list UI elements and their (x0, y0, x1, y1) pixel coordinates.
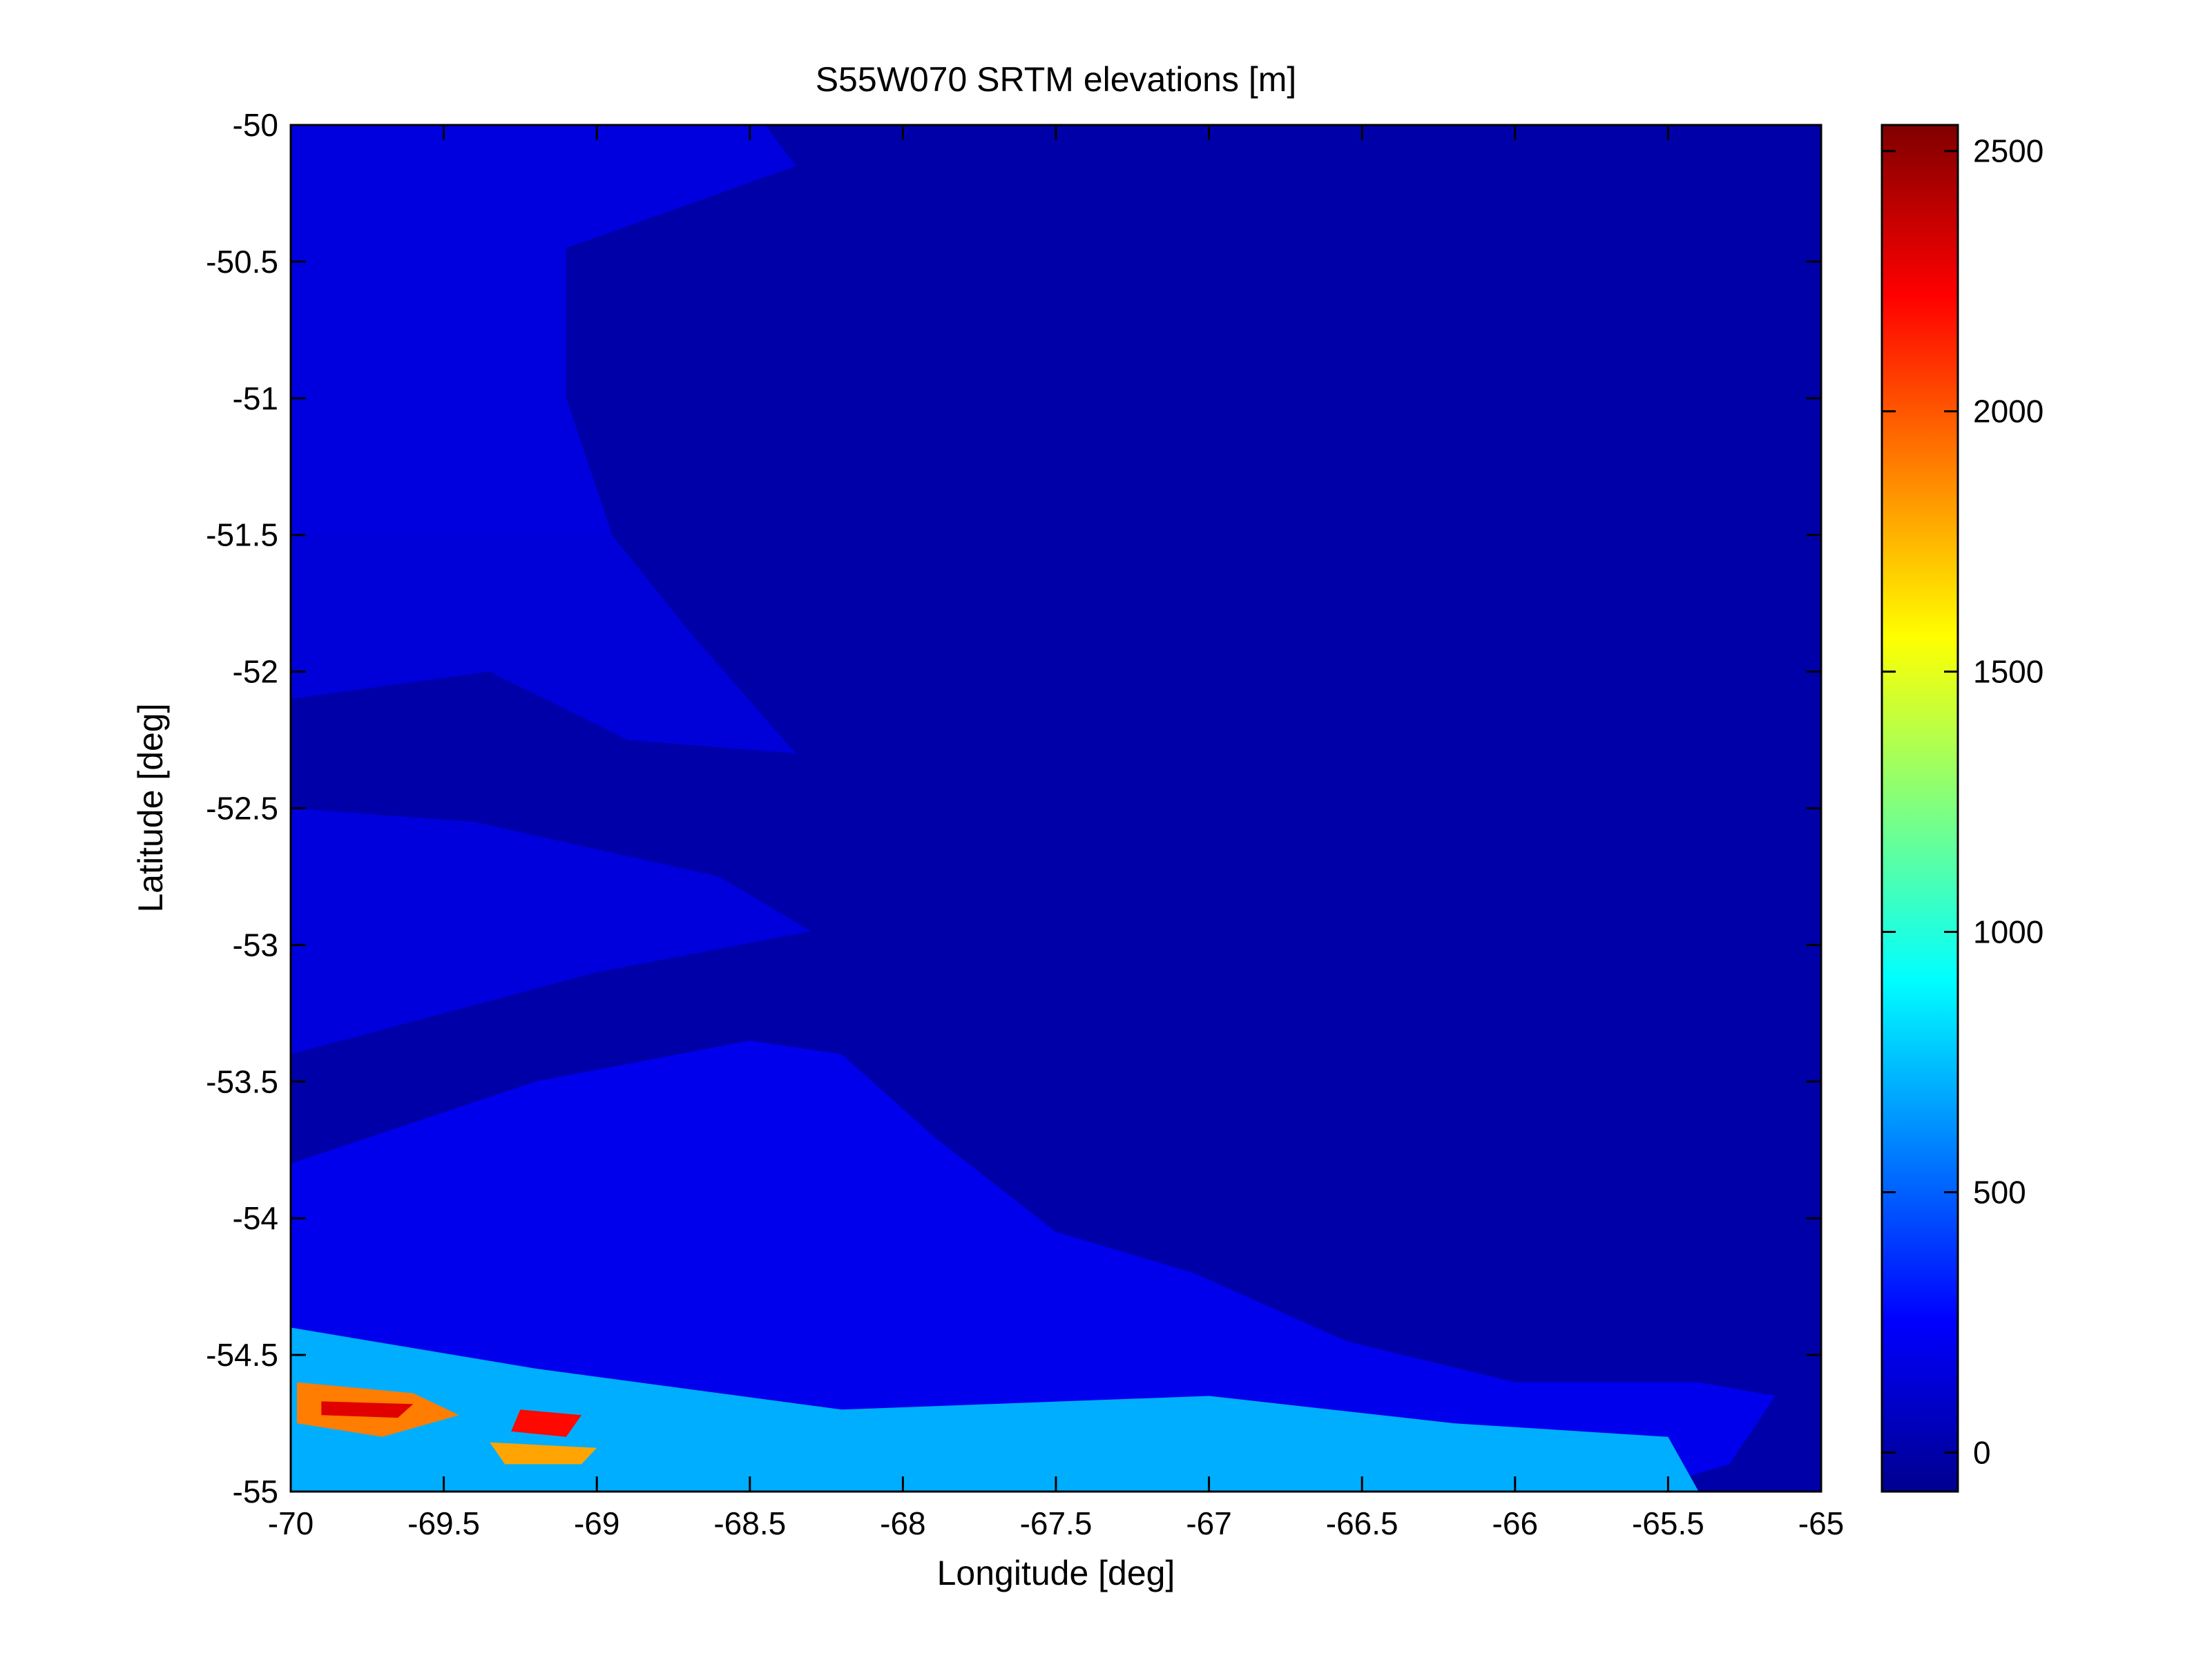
colorbar-tick-label: 0 (1973, 1434, 1991, 1470)
colorbar-tick-label: 1500 (1973, 654, 2043, 690)
heatmap-region-north-coastal-plain (291, 125, 796, 535)
x-tick-label: -68 (880, 1505, 925, 1541)
colorbar-tick-label: 2000 (1973, 394, 2043, 430)
x-tick-label: -68.5 (713, 1505, 786, 1541)
heatmap-region-central-plain (291, 534, 796, 754)
heatmap-plot-area (291, 125, 1821, 1492)
x-axis-label: Longitude [deg] (937, 1554, 1175, 1592)
x-tick-label: -65.5 (1632, 1505, 1704, 1541)
y-tick-label: -54.5 (206, 1337, 278, 1373)
x-tick-label: -70 (268, 1505, 314, 1541)
x-tick-label: -67.5 (1020, 1505, 1093, 1541)
x-tick-label: -65 (1798, 1505, 1844, 1541)
heatmap-region-darwin-range-peaks-4 (490, 1442, 597, 1465)
x-tick-label: -69 (574, 1505, 619, 1541)
colorbar-tick-label: 1000 (1973, 914, 2043, 950)
x-tick-label: -67 (1186, 1505, 1231, 1541)
y-tick-label: -53 (233, 927, 278, 963)
heatmap-region-tierra-del-fuego-lowlands (291, 1040, 1776, 1492)
heatmap-regions (291, 125, 1776, 1492)
colorbar: 0 500 1000 1500 2000 2500 (1881, 124, 2043, 1493)
x-tick-label: -66 (1492, 1505, 1538, 1541)
heatmap-region-southern-plain (291, 808, 811, 1054)
y-tick-label: -52.5 (206, 791, 278, 827)
heatmap-region-darwin-range-peaks-2 (321, 1401, 414, 1418)
y-tick-label: -52 (233, 654, 278, 690)
x-tick-label: -69.5 (407, 1505, 480, 1541)
y-tick-label: -51 (233, 380, 278, 416)
colorbar-tick-label: 500 (1973, 1175, 2026, 1211)
plot-frame (289, 124, 1823, 1493)
heatmap-region-darwin-range-peaks-3 (511, 1409, 581, 1437)
x-axis: -70 -69.5 -69 -68.5 -68 -67.5 -67 -66.5 -66 -65.5… (268, 125, 1844, 1541)
x-tick-label: -66.5 (1326, 1505, 1398, 1541)
colorbar-gradient (1881, 124, 1959, 1493)
y-tick-label: -51.5 (206, 517, 278, 553)
colorbar-tick-label: 2500 (1973, 133, 2043, 169)
chart-title: S55W070 SRTM elevations [m] (816, 60, 1297, 99)
y-tick-label: -50.5 (206, 244, 278, 280)
y-axis: -50 -50.5 -51 -51.5 -52 -52.5 -53 -53.5 -54 -54.5… (206, 107, 1821, 1510)
y-tick-label: -55 (233, 1474, 278, 1510)
heatmap-region-southern-mountains (291, 1327, 1699, 1492)
y-tick-label: -50 (233, 107, 278, 143)
colorbar-ticks: 0 500 1000 1500 2000 2500 (1882, 133, 2043, 1470)
y-tick-label: -53.5 (206, 1063, 278, 1099)
y-tick-label: -54 (233, 1200, 278, 1236)
y-axis-label: Latitude [deg] (131, 703, 170, 912)
